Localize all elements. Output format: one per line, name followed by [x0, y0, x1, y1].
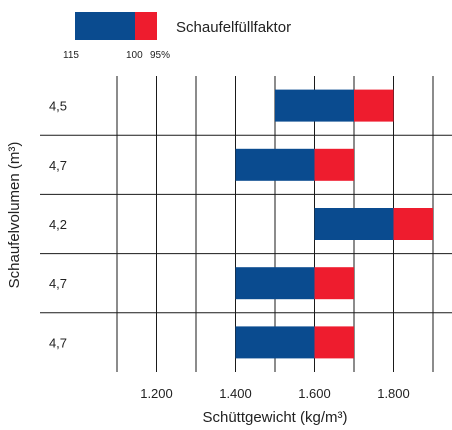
legend-scale-label-115: 115	[63, 50, 79, 61]
legend-swatch-blue	[75, 12, 135, 40]
category-labels: 4,5 4,7 4,2 4,7 4,7	[49, 99, 67, 351]
legend: Schaufelfüllfaktor 115 100 95%	[63, 12, 291, 61]
y-axis-title: Schaufelvolumen (m³)	[6, 142, 23, 289]
bar-red-3	[314, 267, 354, 300]
category-label: 4,2	[49, 217, 67, 232]
category-label: 4,5	[49, 99, 67, 114]
legend-label: Schaufelfüllfaktor	[176, 19, 291, 36]
x-tick-label: 1.400	[219, 386, 252, 401]
bar-blue-3	[235, 267, 315, 300]
bar-red-4	[314, 326, 354, 359]
x-tick-label: 1.800	[377, 386, 410, 401]
x-tick-label: 1.200	[140, 386, 173, 401]
bar-blue-1	[235, 148, 315, 181]
bar-red-0	[354, 89, 394, 122]
category-label: 4,7	[49, 276, 67, 291]
category-label: 4,7	[49, 335, 67, 350]
category-label: 4,7	[49, 158, 67, 173]
x-tick-label: 1.600	[298, 386, 331, 401]
x-axis-title: Schüttgewicht (kg/m³)	[202, 409, 347, 426]
legend-scale-label-100: 100	[126, 50, 143, 61]
bar-blue-4	[235, 326, 315, 359]
legend-swatch-red	[135, 12, 157, 40]
bar-red-1	[314, 148, 354, 181]
bars	[235, 89, 433, 359]
legend-scale-label-95: 95%	[150, 50, 170, 61]
bar-blue-2	[314, 208, 394, 240]
bar-blue-0	[275, 89, 354, 122]
bar-red-2	[393, 208, 433, 240]
